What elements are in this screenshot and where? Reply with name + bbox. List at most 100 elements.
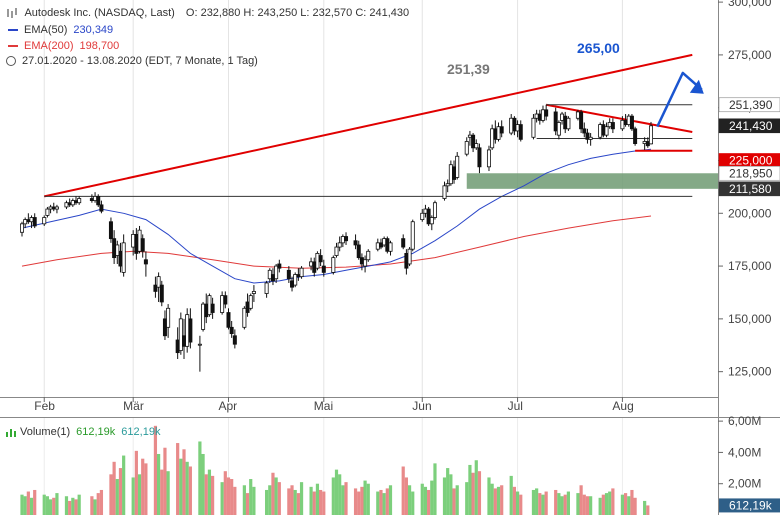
candle-body [407,248,412,265]
candle-body [23,219,28,225]
volume-bar [446,468,450,515]
candle-body [553,111,558,132]
candle-body [629,115,634,130]
candle-body [509,117,514,134]
candle-body [54,206,59,210]
candle-body [131,233,136,248]
volume-bar [109,474,113,515]
candle-body [471,134,476,149]
volume-bar [207,469,212,515]
volume-bar [604,493,609,515]
candle-body [45,208,50,216]
candle-body [486,149,491,168]
volume-bar [134,450,138,515]
volume-bar [118,468,123,515]
volume-bar [407,485,412,515]
candle-body [197,343,202,346]
price-tick-label: 300,000 [728,0,772,9]
candle-body [429,217,434,225]
volume-bar [312,491,316,515]
volume-bar [252,486,256,515]
candle-body [378,242,383,248]
candle-body [353,240,358,246]
volume-last-tag-label: 612,19k [729,498,773,512]
ema50-line [21,148,652,284]
candle-body [474,143,479,149]
candle-body [270,274,275,282]
volume-bar [608,491,612,515]
candle-body [496,126,501,140]
volume-bar [601,494,605,515]
volume-bar [182,449,186,515]
candle-body [159,284,164,303]
volume-bar [500,485,504,515]
candle-body [648,125,653,145]
candle-body [74,200,79,204]
candle-body [356,244,361,259]
ema200-value: 198,700 [79,40,120,52]
candle-body [598,124,603,138]
candle-body [366,250,371,261]
volume-bar [563,494,567,515]
candle-body [182,335,187,347]
time-tick-label: Jul [508,399,523,413]
candle-body [26,219,31,223]
volume-bar [137,474,142,515]
volume-bar [477,471,482,515]
volume-bar [48,499,53,515]
candle-body [19,223,24,233]
candle-body [448,164,453,185]
candle-body [166,307,171,328]
volume-bar [52,497,56,515]
volume-bar [490,483,494,515]
legend-ema200[interactable]: EMA(200) 198,700 [8,40,119,52]
candle-body [267,269,272,280]
volume-bar [401,466,405,515]
ema50-label: EMA(50) [24,24,68,36]
candle-body [223,295,228,305]
volume-bar [344,482,348,515]
candle-body [604,126,609,136]
volume-bar [512,486,516,515]
candle-body [556,122,561,136]
candle-body [185,314,190,347]
volume-bar [449,474,453,515]
volume-last-tag-box [719,498,780,513]
volume-bar [45,496,50,515]
candle-body [534,113,539,119]
candle-body [579,111,584,130]
volume-bar [141,458,145,515]
candle-body [401,238,406,248]
candle-body [455,155,460,178]
volume-bar [185,461,189,515]
trendline-0 [44,53,693,198]
candle-body [499,126,504,134]
candle-body [432,202,437,218]
candle-body [442,185,447,199]
legend-ema50[interactable]: EMA(50) 230,349 [8,24,113,36]
volume-bar [430,480,434,515]
candle-body [242,307,247,328]
candle-body [566,117,571,130]
candle-body [563,115,568,130]
volume-bar [376,491,380,515]
candle-body [404,253,409,269]
candle-body [115,244,120,256]
price-tag-label: 241,430 [729,119,773,133]
volume-bar [64,496,69,515]
candle-body [226,312,231,328]
volume-tick-label: 6,00M [728,414,761,428]
candle-body [575,111,580,119]
volume-bar [230,479,234,515]
candle-body [601,124,606,136]
volume-bar [96,493,100,515]
volume-bar [331,477,335,515]
volume-bar [411,491,415,515]
legend-row-title: Autodesk Inc. (NASDAQ, Last) O: 232,880 … [6,7,409,19]
support-zone [466,173,718,189]
volume-tick-label: 2,00M [728,477,761,491]
volume-bar [242,485,246,515]
volume-bar [623,493,628,515]
volume-bar [620,494,625,515]
chart-type-icon[interactable] [6,8,18,19]
